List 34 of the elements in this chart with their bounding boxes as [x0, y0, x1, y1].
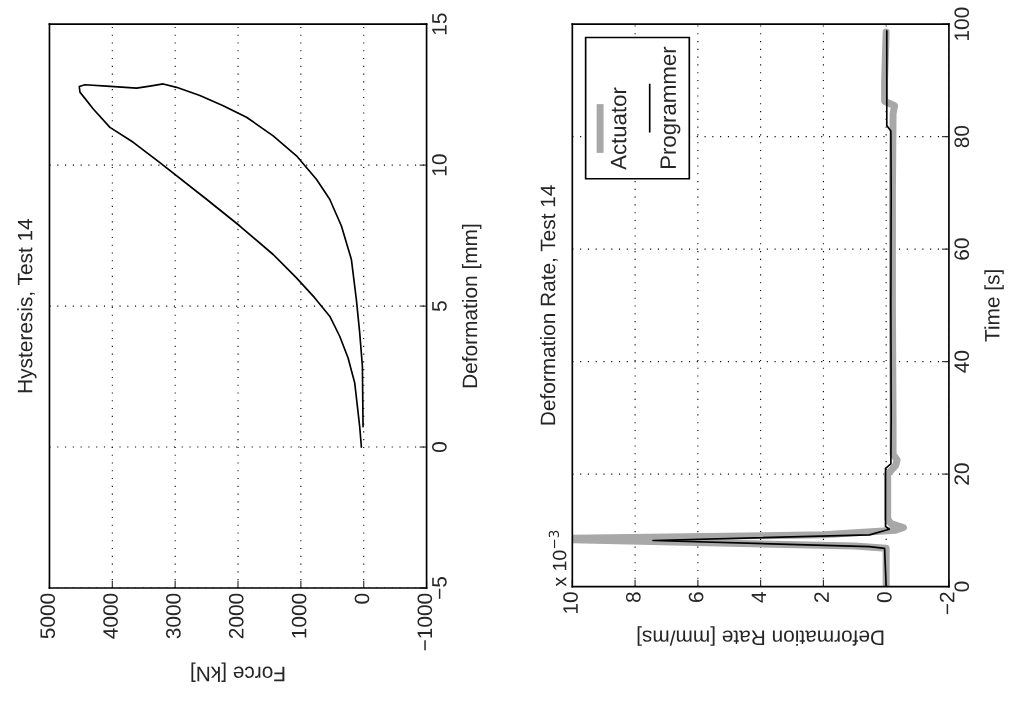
- y-tick-label: 0: [954, 581, 970, 592]
- x-tick-label: 1000: [291, 593, 307, 638]
- x-tick-label: 4: [751, 592, 767, 603]
- x-tick-label: 6: [688, 592, 704, 602]
- y-tick-label: 5: [432, 301, 447, 312]
- x-tick-label: 2: [814, 592, 829, 602]
- y-tick-label: 20: [954, 463, 970, 485]
- y-tick-label: −5: [432, 576, 447, 599]
- legend-label: Actuator: [610, 87, 627, 170]
- x-tick-label: 4000: [103, 593, 118, 639]
- x-tick-label: 0: [877, 592, 892, 603]
- x-tick-label: 8: [625, 592, 641, 603]
- x-tick-label: 3000: [166, 593, 181, 639]
- y-tick-label: 10: [431, 154, 447, 176]
- text: Deformation Rate, Test 14: [540, 185, 558, 425]
- x-tick-label: 10: [563, 592, 578, 614]
- x-tick-label: 0: [354, 593, 370, 604]
- y-tick-label: 60: [954, 238, 970, 260]
- y-tick-label: 80: [954, 125, 970, 148]
- x-axis-title: Deformation Rate [mm/ms]: [637, 626, 884, 646]
- x-tick-label: −1000: [417, 593, 433, 651]
- legend-label: Programmer: [660, 46, 681, 169]
- y-tick-label: 40: [954, 350, 970, 373]
- x-tick-label: 5000: [40, 593, 56, 639]
- text: Hysteresis, Test 14: [17, 218, 37, 393]
- y-tick-label: 15: [432, 13, 447, 35]
- y-tick-label: 0: [431, 442, 447, 453]
- text: x 10$^{−3}$: [548, 530, 567, 587]
- x-tick-label: 2000: [228, 593, 244, 639]
- x-axis-title: Force [kN]: [191, 662, 285, 682]
- x-tick-label: −2: [939, 592, 955, 615]
- y-axis-title: Time [s]: [984, 270, 1004, 342]
- y-tick-label: 100: [954, 7, 970, 40]
- y-axis-title: Deformation [mm]: [461, 224, 482, 388]
